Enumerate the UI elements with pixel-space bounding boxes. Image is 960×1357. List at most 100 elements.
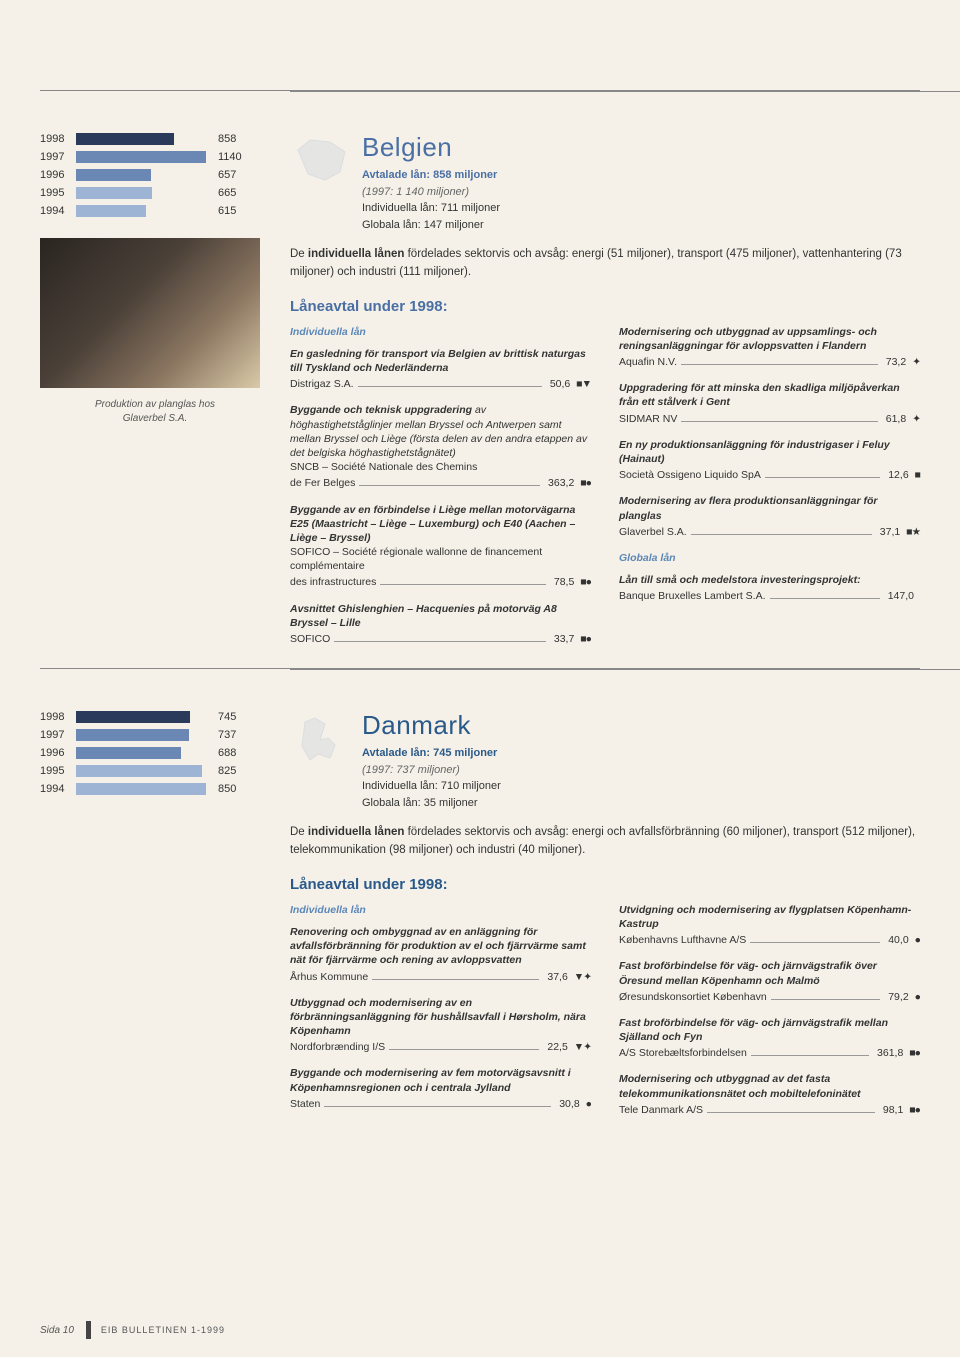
right-column: BelgienAvtalade lån: 858 miljoner(1997: … (290, 132, 920, 658)
loan-name: des infrastructures (290, 575, 376, 589)
loan-description: Lån till små och medelstora investerings… (619, 573, 920, 587)
loan-name: A/S Storebæltsforbindelsen (619, 1046, 747, 1060)
bar-value: 665 (218, 187, 236, 199)
loan-description: Renovering och ombyggnad av en anläggnin… (290, 925, 591, 968)
bar-row: 1998 858 (40, 132, 270, 146)
loan-dots (380, 584, 546, 585)
loan-name: Tele Danmark A/S (619, 1103, 703, 1117)
footer-page-label: Sida (40, 1325, 60, 1336)
bar-chart: 19987451997737199668819958251994850 (40, 710, 270, 796)
bar (76, 133, 174, 145)
loan-dots (358, 386, 542, 387)
loan-value: 50,6 (550, 377, 570, 391)
bar-year: 1996 (40, 747, 76, 759)
loan-symbol: ● (586, 1097, 591, 1111)
loan-symbol: ■▼ (576, 377, 591, 391)
loan-symbol: ■● (909, 1046, 920, 1060)
loan-item: Byggande och modernisering av fem motorv… (290, 1066, 591, 1111)
loan-item: Modernisering och utbyggnad av det fasta… (619, 1072, 920, 1117)
loan-value-line: Banque Bruxelles Lambert S.A.147,0 (619, 589, 920, 603)
loans-left-col: Individuella lånEn gasledning för transp… (290, 325, 591, 658)
loan-name: Københavns Lufthavne A/S (619, 933, 746, 947)
intro-text: De individuella lånen fördelades sektorv… (290, 823, 920, 860)
loan-name: Glaverbel S.A. (619, 525, 687, 539)
bar-container (76, 151, 206, 163)
country-header: DanmarkAvtalade lån: 745 miljoner(1997: … (290, 710, 920, 811)
loan-value: 37,6 (547, 970, 567, 984)
footer-page-num: 10 (63, 1325, 74, 1336)
photo-caption: Produktion av planglas hosGlaverbel S.A. (40, 398, 270, 426)
loan-value-line: Københavns Lufthavne A/S40,0● (619, 933, 920, 947)
loan-item: Modernisering och utbyggnad av uppsamlin… (619, 325, 920, 370)
bar-value: 1140 (218, 151, 242, 163)
loan-name: Aquafin N.V. (619, 355, 677, 369)
bar-value: 858 (218, 133, 236, 145)
loan-item: Byggande av en förbindelse i Liège mella… (290, 503, 591, 590)
bar (76, 169, 151, 181)
loan-description: Byggande och modernisering av fem motorv… (290, 1066, 591, 1094)
loan-symbol: ✦ (912, 412, 920, 426)
bar (76, 765, 202, 777)
loan-value: 361,8 (877, 1046, 903, 1060)
loan-dots (681, 364, 878, 365)
bar (76, 747, 181, 759)
loan-value: 30,8 (559, 1097, 579, 1111)
summary-avtalade: Avtalade lån: 858 miljoner (362, 167, 500, 184)
bar-year: 1998 (40, 133, 76, 145)
loan-value: 73,2 (886, 355, 906, 369)
bar-container (76, 765, 206, 777)
loan-symbol: ■● (580, 476, 591, 490)
loan-item: Fast broförbindelse för väg- och järnväg… (619, 959, 920, 1004)
loan-value-line: SIDMAR NV61,8✦ (619, 412, 920, 426)
bar (76, 783, 206, 795)
bar (76, 205, 146, 217)
bar-year: 1997 (40, 151, 76, 163)
bar-container (76, 747, 206, 759)
loan-value: 61,8 (886, 412, 906, 426)
country-name: Belgien (362, 132, 500, 163)
individuella-header: Individuella lån (290, 325, 591, 339)
left-column: 199885819971140199665719956651994615Prod… (40, 132, 290, 658)
loan-item: Fast broförbindelse för väg- och järnväg… (619, 1016, 920, 1061)
loan-item: Utbyggnad och modernisering av en förbrä… (290, 996, 591, 1055)
loan-value: 147,0 (888, 589, 914, 603)
bar (76, 187, 152, 199)
loan-value-line: Øresundskonsortiet København79,2● (619, 990, 920, 1004)
loan-symbol: ■● (580, 575, 591, 589)
country-map-icon (290, 132, 350, 192)
loan-item: Byggande och teknisk uppgradering av hög… (290, 403, 591, 490)
loan-dots (751, 1055, 869, 1056)
bar-value: 825 (218, 765, 236, 777)
loan-name: Nordforbrænding I/S (290, 1040, 385, 1054)
loan-symbol: ■★ (906, 525, 920, 539)
bar-year: 1995 (40, 187, 76, 199)
loans-header: Låneavtal under 1998: (290, 298, 920, 315)
loans-header: Låneavtal under 1998: (290, 876, 920, 893)
loan-dots (770, 598, 880, 599)
bar-value: 745 (218, 711, 236, 723)
individuella-header: Individuella lån (290, 903, 591, 917)
loan-symbol: ● (915, 933, 920, 947)
bar-row: 1997737 (40, 728, 270, 742)
loan-dots (372, 979, 539, 980)
loan-dots (771, 999, 881, 1000)
bar-year: 1994 (40, 783, 76, 795)
loan-dots (681, 421, 877, 422)
loan-dots (324, 1106, 551, 1107)
loan-item: Modernisering av flera produktions­anläg… (619, 494, 920, 539)
loan-value-line: Nordforbrænding I/S22,5▼✦ (290, 1040, 591, 1054)
bar-container (76, 205, 206, 217)
bar-container (76, 783, 206, 795)
photo (40, 238, 260, 388)
loan-value-line: Aquafin N.V.73,2✦ (619, 355, 920, 369)
loan-description: En ny produktionsanläggning för industri… (619, 438, 920, 466)
bar-year: 1994 (40, 205, 76, 217)
loan-value-line: SOFICO33,7■● (290, 632, 591, 646)
right-column: DanmarkAvtalade lån: 745 miljoner(1997: … (290, 710, 920, 1129)
bar-row: 1998745 (40, 710, 270, 724)
summary-avtalade: Avtalade lån: 745 miljoner (362, 745, 501, 762)
loan-item: Utvidgning och modernisering av flygplat… (619, 903, 920, 948)
loan-name-prefix: SNCB – Société Nationale des Chemins (290, 460, 591, 474)
bar-row: 1997 1140 (40, 150, 270, 164)
loan-value: 33,7 (554, 632, 574, 646)
